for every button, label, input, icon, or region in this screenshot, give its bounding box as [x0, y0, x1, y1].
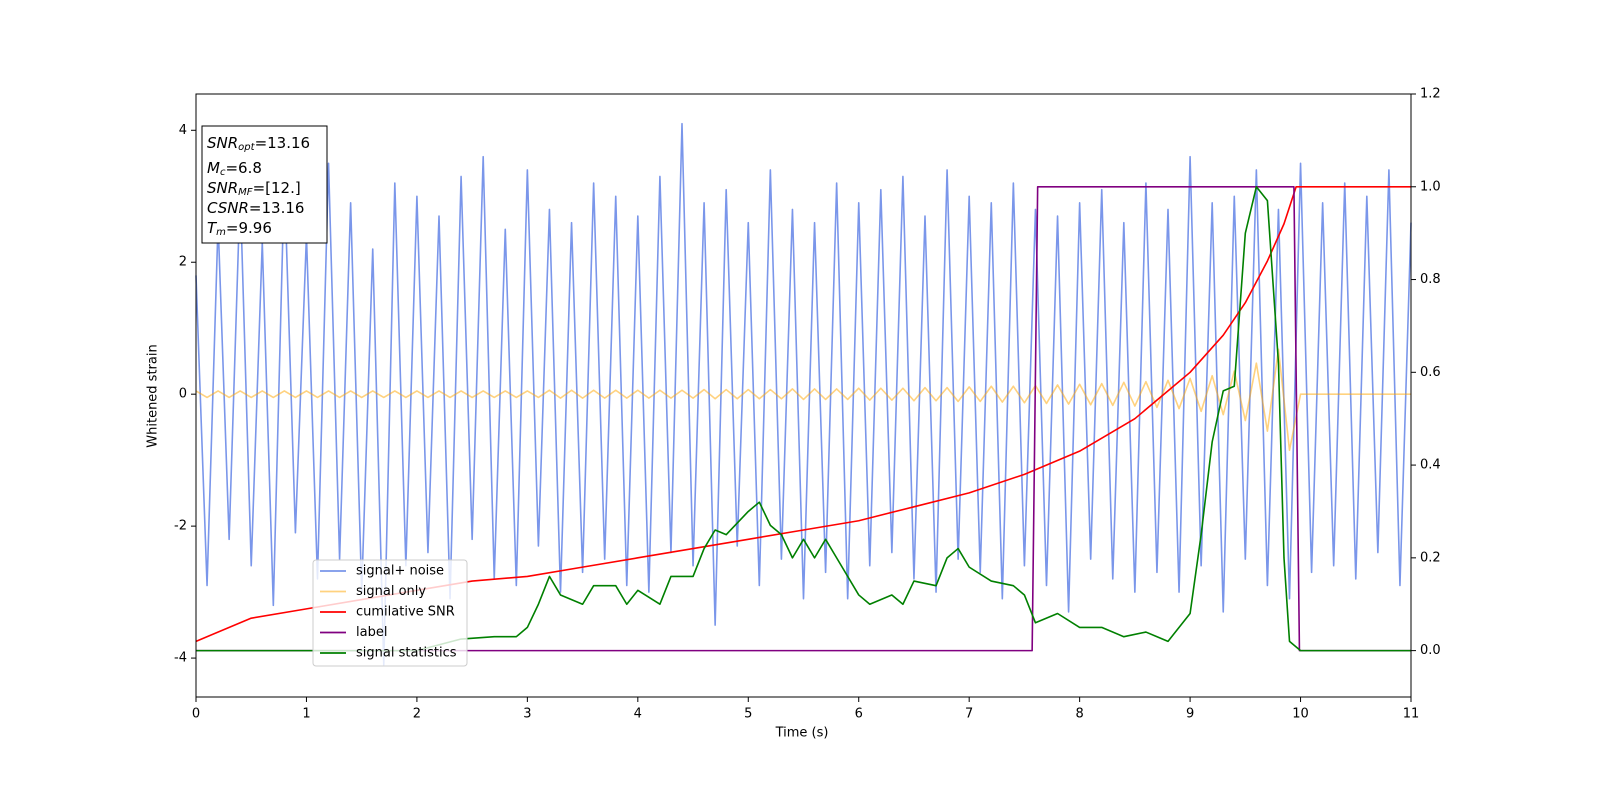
x-tick-label: 11 — [1403, 707, 1420, 722]
annotation-value: =13.16 — [249, 199, 305, 217]
legend-label: signal+ noise — [356, 564, 444, 579]
y2-tick-label: 0.8 — [1420, 272, 1441, 287]
y-tick-label: -2 — [174, 519, 187, 534]
annotation-subscript: m — [216, 227, 226, 238]
x-tick-label: 6 — [855, 707, 863, 722]
y-tick-label: 0 — [179, 387, 187, 402]
annotation-box — [201, 125, 328, 244]
x-tick-label: 2 — [413, 707, 421, 722]
annotation-symbol: M — [207, 159, 220, 177]
annotation-subscript: c — [220, 167, 226, 178]
annotation: Mc=6.8 — [207, 159, 262, 179]
series-line — [196, 185, 1411, 652]
x-tick-label: 7 — [965, 707, 973, 722]
x-tick-label: 4 — [634, 707, 642, 722]
legend-box — [312, 559, 468, 667]
y2-tick-label: 0.0 — [1420, 643, 1441, 658]
y-axis-label: Whitened strain — [146, 344, 161, 447]
x-tick-label: 0 — [192, 707, 200, 722]
annotation-symbol: SNR — [207, 179, 238, 197]
series-line — [195, 122, 1412, 666]
annotation-symbol: T — [207, 219, 218, 237]
series-line — [195, 348, 1411, 452]
annotation: SNRMF=[12.] — [207, 179, 301, 199]
legend-label: signal statistics — [356, 646, 457, 661]
annotation: CSNR=13.16 — [207, 199, 304, 217]
annotation-symbol: SNR — [207, 134, 238, 152]
legend-label: signal only — [356, 584, 426, 599]
annotation: SNRopt=13.16 — [207, 134, 310, 154]
y-tick-label: -4 — [174, 651, 187, 666]
annotation-value: =13.16 — [255, 134, 311, 152]
x-tick-label: 3 — [523, 707, 531, 722]
annotation-value: =[12.] — [253, 179, 301, 197]
x-tick-label: 10 — [1292, 707, 1309, 722]
y2-tick-label: 1.0 — [1420, 179, 1441, 194]
annotation-subscript: MF — [238, 187, 253, 198]
x-tick-label: 5 — [744, 707, 752, 722]
y2-tick-label: 0.6 — [1420, 365, 1441, 380]
legend-label: label — [356, 625, 387, 640]
y-tick-label: 4 — [179, 123, 187, 138]
annotation: Tm=9.96 — [207, 219, 272, 239]
x-axis-label: Time (s) — [775, 726, 829, 741]
plot-frame — [195, 93, 1412, 698]
annotation-subscript: opt — [238, 142, 255, 153]
x-tick-label: 8 — [1075, 707, 1083, 722]
y-tick-label: 2 — [179, 255, 187, 270]
annotation-value: =9.96 — [226, 219, 272, 237]
y2-tick-label: 0.2 — [1420, 550, 1441, 565]
annotation-value: =6.8 — [225, 159, 261, 177]
y2-tick-label: 1.2 — [1420, 87, 1441, 102]
x-tick-label: 9 — [1186, 707, 1194, 722]
x-tick-label: 1 — [302, 707, 310, 722]
y2-tick-label: 0.4 — [1420, 458, 1441, 473]
annotation-symbol: CSNR — [207, 199, 249, 217]
legend-label: cumilative SNR — [356, 605, 455, 620]
